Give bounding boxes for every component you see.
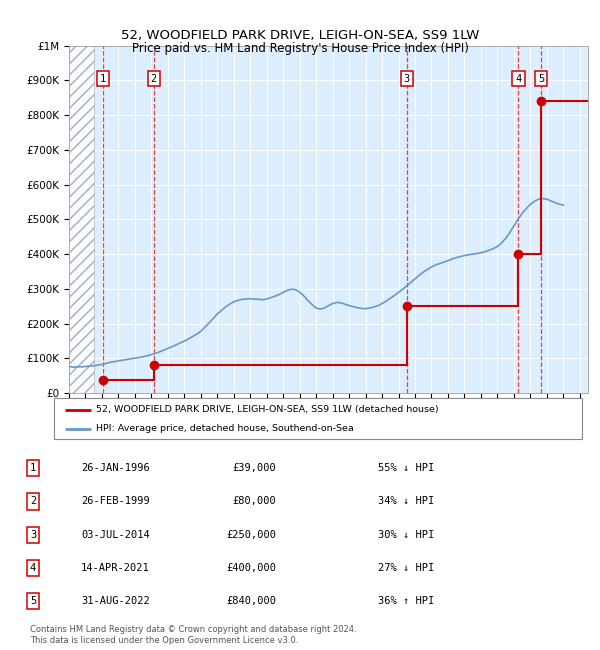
- Text: 34% ↓ HPI: 34% ↓ HPI: [378, 497, 434, 506]
- Text: 26-JAN-1996: 26-JAN-1996: [81, 463, 150, 473]
- Text: 52, WOODFIELD PARK DRIVE, LEIGH-ON-SEA, SS9 1LW (detached house): 52, WOODFIELD PARK DRIVE, LEIGH-ON-SEA, …: [96, 405, 439, 414]
- Text: 52, WOODFIELD PARK DRIVE, LEIGH-ON-SEA, SS9 1LW: 52, WOODFIELD PARK DRIVE, LEIGH-ON-SEA, …: [121, 29, 479, 42]
- Text: 1: 1: [30, 463, 36, 473]
- Text: £250,000: £250,000: [226, 530, 276, 540]
- Text: 5: 5: [538, 73, 544, 84]
- Text: 03-JUL-2014: 03-JUL-2014: [81, 530, 150, 540]
- Text: 4: 4: [30, 563, 36, 573]
- Text: £80,000: £80,000: [232, 497, 276, 506]
- Text: £840,000: £840,000: [226, 596, 276, 606]
- Text: 26-FEB-1999: 26-FEB-1999: [81, 497, 150, 506]
- Text: £400,000: £400,000: [226, 563, 276, 573]
- Text: 5: 5: [30, 596, 36, 606]
- Text: 55% ↓ HPI: 55% ↓ HPI: [378, 463, 434, 473]
- Text: Contains HM Land Registry data © Crown copyright and database right 2024.
This d: Contains HM Land Registry data © Crown c…: [30, 625, 356, 645]
- Text: 2: 2: [30, 497, 36, 506]
- Text: 3: 3: [404, 73, 410, 84]
- Text: £39,000: £39,000: [232, 463, 276, 473]
- FancyBboxPatch shape: [54, 398, 582, 439]
- Text: Price paid vs. HM Land Registry's House Price Index (HPI): Price paid vs. HM Land Registry's House …: [131, 42, 469, 55]
- Text: 27% ↓ HPI: 27% ↓ HPI: [378, 563, 434, 573]
- Text: 36% ↑ HPI: 36% ↑ HPI: [378, 596, 434, 606]
- Text: 31-AUG-2022: 31-AUG-2022: [81, 596, 150, 606]
- Text: 14-APR-2021: 14-APR-2021: [81, 563, 150, 573]
- Text: HPI: Average price, detached house, Southend-on-Sea: HPI: Average price, detached house, Sout…: [96, 424, 354, 433]
- Text: 2: 2: [151, 73, 157, 84]
- Text: 4: 4: [515, 73, 521, 84]
- Text: 30% ↓ HPI: 30% ↓ HPI: [378, 530, 434, 540]
- Bar: [69, 46, 94, 393]
- Text: 1: 1: [100, 73, 106, 84]
- Text: 3: 3: [30, 530, 36, 540]
